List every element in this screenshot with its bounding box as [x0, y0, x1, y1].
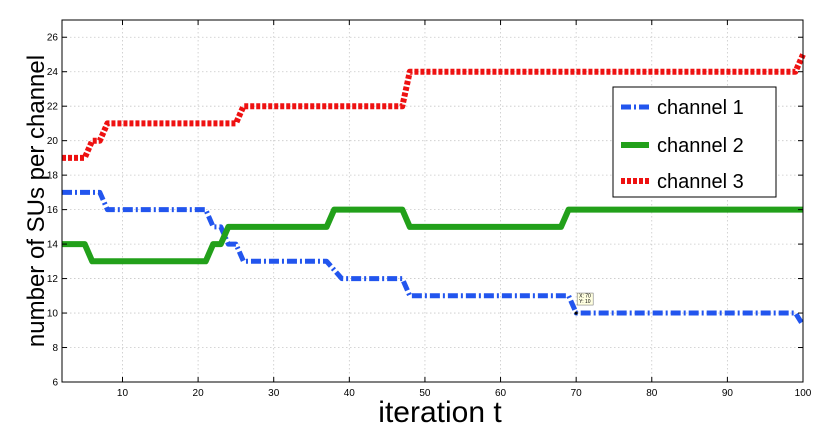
- y-tick-label: 6: [52, 378, 58, 389]
- x-tick-label: 60: [495, 388, 507, 399]
- x-tick-label: 70: [571, 388, 583, 399]
- datatip-y-text: Y: 10: [579, 299, 591, 305]
- grid-lines: [62, 20, 803, 382]
- datatip: X: 70Y: 10: [574, 292, 594, 315]
- x-tick-label: 80: [646, 388, 658, 399]
- x-tick-label: 20: [193, 388, 205, 399]
- datatip-marker: [574, 311, 578, 315]
- y-tick-label: 16: [47, 205, 59, 216]
- legend-label-channel-3: channel 3: [657, 171, 744, 193]
- y-tick-label: 8: [52, 343, 58, 354]
- series-line-channel-3: [62, 53, 806, 161]
- x-axis-label: iteration t: [378, 396, 502, 429]
- datatip-x-text: X: 70: [579, 294, 591, 300]
- x-tick-label: 90: [722, 388, 734, 399]
- x-tick-label: 40: [344, 388, 356, 399]
- y-tick-label: 14: [47, 240, 59, 251]
- y-tick-label: 24: [47, 67, 59, 78]
- x-tick-label: 100: [795, 388, 812, 399]
- legend: channel 1 channel 2 channel 3: [612, 86, 777, 198]
- series-line-channel-2: [62, 206, 803, 265]
- datatip-box: [576, 292, 594, 306]
- y-tick-label: 10: [47, 309, 59, 320]
- y-axis-label: number of SUs per channel: [23, 55, 50, 347]
- x-tick-label: 50: [419, 388, 431, 399]
- y-tick-label: 12: [47, 274, 59, 285]
- y-tick-label: 20: [47, 136, 59, 147]
- y-tick-label: 18: [47, 171, 59, 182]
- legend-label-channel-2: channel 2: [657, 135, 744, 157]
- y-tick-label: 22: [47, 102, 59, 113]
- plot-frame: [61, 19, 804, 383]
- series-line-channel-1: [62, 189, 806, 327]
- legend-label-channel-1: channel 1: [657, 97, 744, 119]
- y-tick-label: 26: [47, 33, 59, 44]
- x-tick-label: 30: [268, 388, 280, 399]
- axis-ticks: 10 20 30 40 50 60 70 80 90 100 6 8 10 12 14 16 18 20 22 24 2…: [47, 20, 812, 399]
- x-tick-label: 10: [117, 388, 129, 399]
- series-layer: [62, 53, 806, 327]
